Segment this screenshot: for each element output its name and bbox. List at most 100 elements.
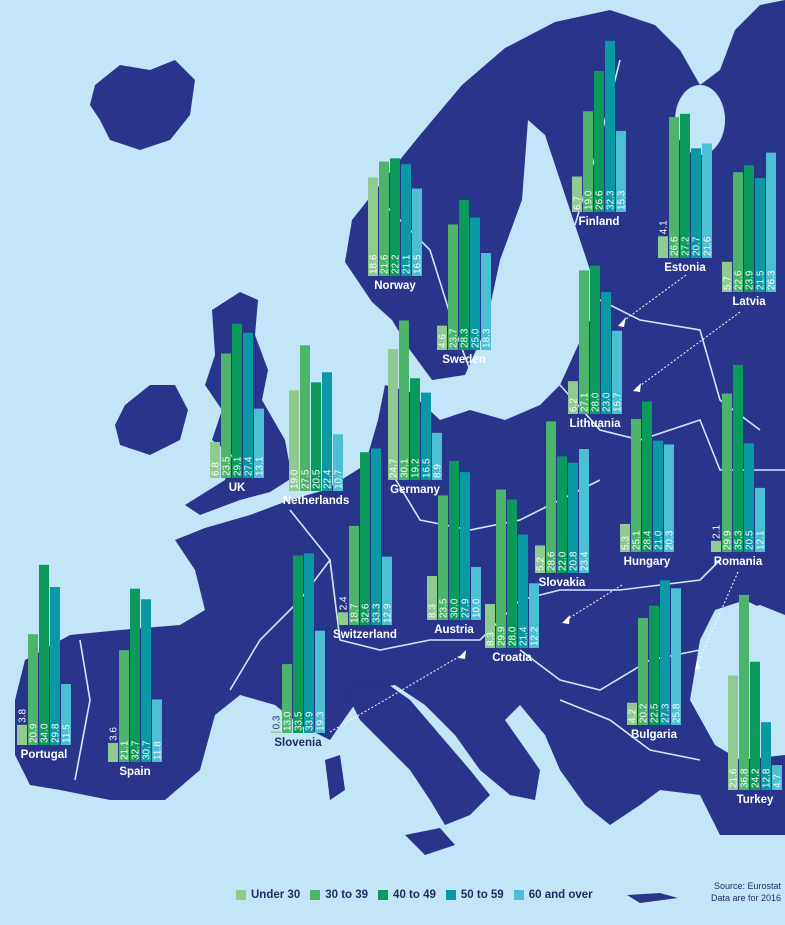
bar-value-label: 20.8 bbox=[569, 551, 580, 571]
bar-value-label: 21.6 bbox=[703, 236, 714, 256]
bar-slovenia-3 bbox=[304, 553, 314, 733]
legend-item: 40 to 49 bbox=[378, 889, 436, 901]
country-label: Finland bbox=[579, 216, 620, 228]
bar-sweden-0 bbox=[437, 325, 447, 350]
bar-netherlands-0 bbox=[289, 390, 299, 491]
bar-norway-0 bbox=[368, 177, 378, 276]
bar-croatia-3 bbox=[518, 534, 528, 648]
bar-value-label: 5.3 bbox=[621, 536, 632, 550]
country-group-sweden: 4.6 23.7 28.3 25.0 18.3 Sweden bbox=[437, 200, 493, 366]
bar-lithuania-4 bbox=[612, 330, 622, 414]
bar-value-label: 24.7 bbox=[389, 458, 400, 478]
bar-bulgaria-0 bbox=[627, 702, 637, 725]
bar-finland-2 bbox=[594, 71, 604, 213]
bar-austria-2 bbox=[449, 461, 459, 620]
bar-uk-0 bbox=[210, 441, 220, 478]
legend-swatch bbox=[310, 890, 321, 900]
bar-value-label: 6.7 bbox=[573, 196, 584, 210]
bar-slovenia-4 bbox=[315, 630, 325, 733]
legend: Under 30 30 to 39 40 to 49 50 to 59 60 and o… bbox=[236, 889, 593, 901]
bar-value-label: 12.2 bbox=[530, 626, 541, 646]
bar-turkey-3 bbox=[761, 722, 771, 790]
country-label: Hungary bbox=[624, 556, 671, 568]
country-label: Lithuania bbox=[569, 418, 621, 430]
bar-value-label: 35.3 bbox=[734, 530, 745, 550]
bar-netherlands-1 bbox=[300, 345, 310, 491]
bar-value-label: 21.6 bbox=[729, 768, 740, 788]
bar-value-label: 22.5 bbox=[650, 703, 661, 723]
bar-portugal-1 bbox=[28, 634, 38, 745]
bar-value-label: 20.7 bbox=[692, 236, 703, 256]
bar-netherlands-2 bbox=[311, 382, 321, 491]
legend-swatch bbox=[445, 890, 456, 900]
bar-switzerland-3 bbox=[371, 448, 381, 625]
country-group-finland: 6.7 19.0 26.6 32.3 15.3 Finland bbox=[572, 40, 628, 228]
country-group-slovenia: 0.3 13.0 33.5 33.9 19.3 Slovenia bbox=[271, 553, 327, 749]
bar-portugal-2 bbox=[39, 564, 49, 745]
bar-germany-0 bbox=[388, 349, 398, 480]
bar-value-label: 21.6 bbox=[380, 254, 391, 274]
bar-value-label: 32.6 bbox=[361, 603, 372, 623]
bar-bulgaria-3 bbox=[660, 580, 670, 725]
bar-uk-1 bbox=[221, 353, 231, 478]
bar-value-label: 19.0 bbox=[290, 469, 301, 489]
country-label: Sweden bbox=[442, 354, 485, 366]
bar-value-label: 29.8 bbox=[51, 723, 62, 743]
bar-value-label: 29.1 bbox=[233, 456, 244, 476]
bar-value-label: 20.5 bbox=[745, 530, 756, 550]
bar-finland-0 bbox=[572, 176, 582, 212]
bar-value-label: 26.6 bbox=[595, 190, 606, 210]
bar-value-label: 21.1 bbox=[402, 254, 413, 274]
bar-value-label: 13.0 bbox=[283, 711, 294, 731]
country-group-romania: 2.1 29.9 35.3 20.5 12.1 Romania bbox=[711, 364, 767, 568]
country-group-netherlands: 19.0 27.5 20.5 22.4 10.7 Netherlands bbox=[283, 345, 349, 507]
country-group-bulgaria: 4.2 20.2 22.5 27.3 25.8 Bulgaria bbox=[627, 580, 683, 741]
bar-value-label: 27.3 bbox=[661, 703, 672, 723]
bar-value-label: 26.3 bbox=[767, 270, 778, 290]
bar-uk-2 bbox=[232, 323, 242, 478]
bar-value-label: 13.1 bbox=[255, 456, 266, 476]
bar-value-label: 3.8 bbox=[18, 709, 29, 723]
bar-value-label: 22.6 bbox=[734, 270, 745, 290]
sicily bbox=[405, 828, 455, 855]
bar-value-label: 22.4 bbox=[323, 469, 334, 489]
bar-value-label: 11.8 bbox=[153, 741, 164, 760]
bar-romania-3 bbox=[744, 443, 754, 552]
bar-uk-3 bbox=[243, 332, 253, 478]
bar-value-label: 27.1 bbox=[580, 392, 591, 412]
bar-value-label: 3.6 bbox=[109, 727, 120, 741]
bar-value-label: 16.5 bbox=[413, 254, 424, 274]
bar-finland-1 bbox=[583, 111, 593, 212]
bar-value-label: 24.2 bbox=[751, 768, 762, 788]
country-label: Norway bbox=[374, 280, 416, 292]
country-label: Turkey bbox=[737, 794, 774, 806]
bar-value-label: 19.3 bbox=[316, 711, 327, 731]
bar-switzerland-2 bbox=[360, 452, 370, 625]
bar-value-label: 21.4 bbox=[519, 626, 530, 646]
bar-austria-0 bbox=[427, 576, 437, 620]
bar-value-label: 20.9 bbox=[29, 723, 40, 743]
bar-value-label: 32.7 bbox=[131, 740, 142, 760]
bar-value-label: 2.1 bbox=[712, 525, 723, 539]
bar-norway-3 bbox=[401, 164, 411, 276]
bar-value-label: 20.3 bbox=[665, 530, 676, 550]
legend-label: 60 and over bbox=[528, 889, 593, 901]
bar-bulgaria-1 bbox=[638, 617, 648, 725]
country-label: Portugal bbox=[21, 749, 68, 761]
bar-germany-1 bbox=[399, 320, 409, 480]
bar-value-label: 12.1 bbox=[756, 530, 767, 550]
bar-estonia-3 bbox=[691, 148, 701, 258]
bar-value-label: 8.3 bbox=[486, 632, 497, 646]
bar-value-label: 23.4 bbox=[580, 551, 591, 571]
bar-value-label: 28.0 bbox=[508, 626, 519, 646]
bar-value-label: 33.3 bbox=[372, 603, 383, 623]
bar-value-label: 8.3 bbox=[428, 604, 439, 618]
iceland bbox=[90, 60, 195, 150]
bar-value-label: 27.9 bbox=[461, 598, 472, 618]
bar-turkey-0 bbox=[728, 675, 738, 790]
bar-value-label: 4.2 bbox=[628, 709, 639, 723]
bar-value-label: 23.9 bbox=[745, 270, 756, 290]
bar-value-label: 18.7 bbox=[350, 603, 361, 623]
